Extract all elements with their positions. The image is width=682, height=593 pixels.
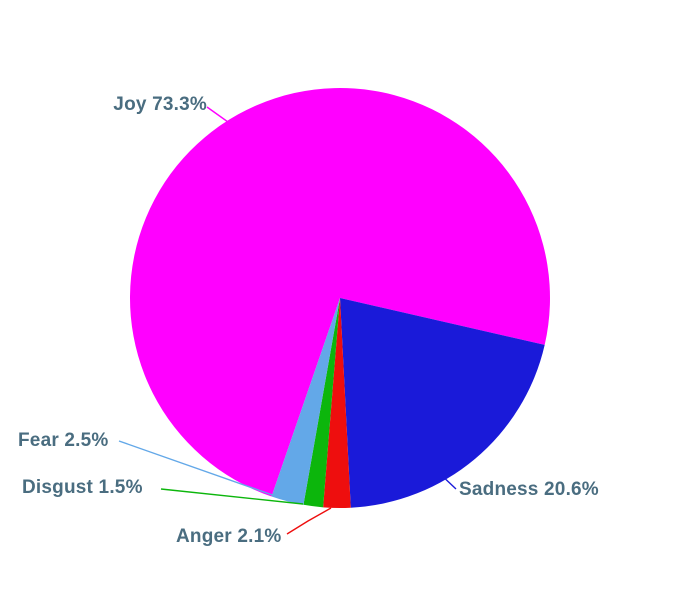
pie-slice-sadness[interactable] (340, 298, 545, 508)
slice-label-anger: Anger 2.1% (176, 526, 282, 547)
leader-line-joy (206, 106, 229, 123)
slice-label-joy: Joy 73.3% (113, 94, 207, 115)
leader-line-disgust (160, 488, 304, 505)
leader-line-anger (286, 507, 332, 535)
pie-slice-disgust[interactable] (303, 298, 340, 508)
leader-line-fear (118, 440, 282, 499)
pie-slice-anger[interactable] (323, 298, 351, 508)
slice-label-fear: Fear 2.5% (18, 430, 109, 451)
pie-slice-joy[interactable] (129, 88, 550, 497)
leader-line-sadness (436, 470, 457, 490)
slice-label-sadness: Sadness 20.6% (459, 479, 599, 500)
slice-label-disgust: Disgust 1.5% (22, 477, 143, 498)
pie-slice-fear[interactable] (271, 298, 340, 505)
